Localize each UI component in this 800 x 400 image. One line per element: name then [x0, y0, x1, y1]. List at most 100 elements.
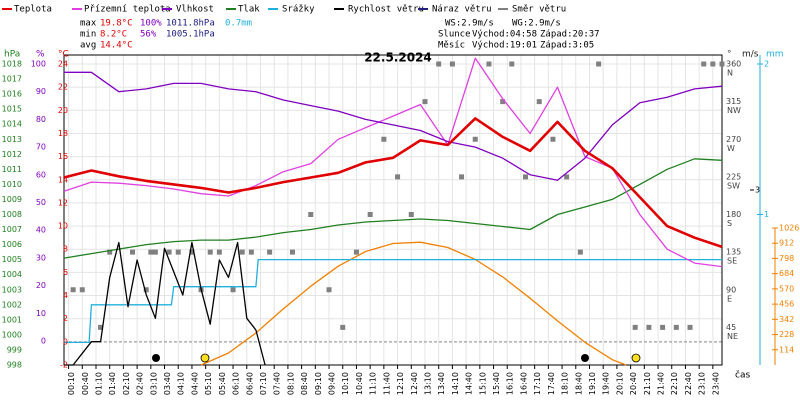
legend-label: Přízemní teplota: [84, 5, 171, 15]
y-tick-label: 1000: [2, 330, 22, 339]
x-tick-label: 12:10: [396, 372, 405, 395]
marks: [63, 57, 725, 366]
compass-label: S: [727, 219, 732, 228]
x-tick-label: 06:10: [232, 372, 241, 395]
stat-label: min: [80, 30, 96, 40]
y-tick-label: 2: [764, 60, 769, 69]
y-tick-label: 456: [779, 300, 794, 309]
wind-direction-point: [486, 61, 492, 67]
wind-gust-info: WG:2.9m/s: [512, 19, 561, 29]
legend-label: Srážky: [282, 5, 315, 15]
wind-direction-point: [710, 61, 716, 67]
stat-label: max: [80, 19, 97, 29]
x-tick-label: 14:10: [451, 372, 460, 395]
y-tick-label: 4: [63, 291, 68, 300]
moonrise-icon: [581, 354, 589, 362]
x-tick-label: 09:10: [314, 372, 323, 395]
y-tick-label: 114: [779, 345, 794, 354]
y-tick-label: 3: [755, 186, 760, 195]
compass-label: W: [727, 144, 735, 153]
y-tick-label: 1001: [2, 315, 22, 324]
x-tick-label: 17:40: [547, 372, 556, 395]
compass-label: SE: [727, 257, 737, 266]
wind-direction-point: [577, 249, 583, 255]
x-tick-label: 20:40: [629, 372, 638, 395]
wind-direction-point: [353, 249, 359, 255]
stat-value: 1011.8hPa: [166, 19, 215, 29]
axis-unit: °: [727, 50, 732, 60]
y-tick-label: 0: [63, 337, 68, 346]
x-tick-label: 09:40: [328, 372, 337, 395]
y-tick-label: 998: [7, 361, 22, 370]
stat-value: 100%: [140, 19, 162, 29]
y-tick-label: 2: [63, 314, 68, 323]
wind-direction-point: [395, 174, 401, 180]
y-tick-label: 1006: [2, 240, 22, 249]
axis-unit: hPa: [4, 50, 20, 60]
x-tick-label: 07:10: [259, 372, 268, 395]
y-tick-label: 6: [63, 268, 68, 277]
wind-direction-point: [550, 136, 556, 142]
x-tick-label: 03:10: [149, 372, 158, 395]
y-tick-label: 24: [58, 60, 68, 69]
y-tick-label: 50: [36, 198, 46, 207]
x-tick-label: 15:40: [492, 372, 501, 395]
wind-direction-point: [267, 249, 273, 255]
y-tick-label: 1011: [2, 165, 22, 174]
compass-label: NW: [727, 106, 741, 115]
wind-direction-point: [660, 324, 666, 330]
y-tick-label: 70: [36, 143, 46, 152]
sun-info: Slunce: [438, 30, 471, 40]
y-tick-label: 1012: [2, 150, 22, 159]
y-tick-label: 1004: [2, 270, 22, 279]
y-tick-label: 90: [726, 285, 736, 294]
y-tick-label: 1010: [2, 180, 22, 189]
legend-label: Rychlost větru: [348, 5, 424, 15]
y-tick-label: 684: [779, 269, 794, 278]
y-tick-label: 8: [63, 245, 68, 254]
series-line: [200, 241, 627, 366]
y-tick-label: 80: [36, 115, 46, 124]
y-tick-label: 1014: [2, 120, 22, 129]
legend-label: Teplota: [14, 5, 52, 15]
wind-direction-point: [646, 324, 652, 330]
x-tick-label: 12:40: [410, 372, 419, 395]
x-tick-label: 23:10: [698, 372, 707, 395]
moon-info: Měsíc: [438, 41, 465, 51]
wind-direction-point: [422, 99, 428, 105]
x-tick-label: 16:40: [519, 372, 528, 395]
wind-direction-point: [408, 212, 414, 217]
x-tick-label: 06:40: [245, 372, 254, 395]
x-tick-label: 05:10: [204, 372, 213, 395]
wind-direction-point: [166, 249, 172, 255]
stat-value: 56%: [140, 30, 157, 40]
compass-label: E: [727, 294, 732, 303]
wind-direction-point: [564, 174, 570, 180]
wind-direction-point: [152, 249, 158, 255]
x-tick-label: 02:10: [122, 372, 131, 395]
stat-value: 8.2°C: [100, 30, 127, 40]
wind-direction-point: [107, 249, 113, 255]
x-tick-label: 01:10: [94, 372, 103, 395]
y-tick-label: -2: [60, 361, 68, 370]
wind-direction-point: [500, 99, 506, 105]
wind-direction-point: [509, 61, 515, 67]
wind-direction-point: [472, 136, 478, 142]
wind-direction-point: [308, 212, 314, 217]
y-tick-label: 100: [31, 60, 46, 69]
wind-direction-point: [230, 287, 236, 293]
moon-info: Východ:19:01: [472, 41, 537, 51]
y-tick-label: 0: [41, 337, 46, 346]
x-tick-label: 07:40: [273, 372, 282, 395]
x-tick-label: 05:40: [218, 372, 227, 395]
stat-label: avg: [80, 41, 96, 51]
wind-direction-point: [719, 61, 725, 67]
wind-direction-point: [687, 324, 693, 330]
y-tick-label: 18: [58, 129, 68, 138]
compass-label: NE: [727, 332, 738, 341]
x-tick-label: 03:40: [163, 372, 172, 395]
x-tick-label: 17:10: [533, 372, 542, 395]
wind-direction-point: [367, 212, 373, 217]
x-axis-label: čas: [735, 370, 750, 381]
